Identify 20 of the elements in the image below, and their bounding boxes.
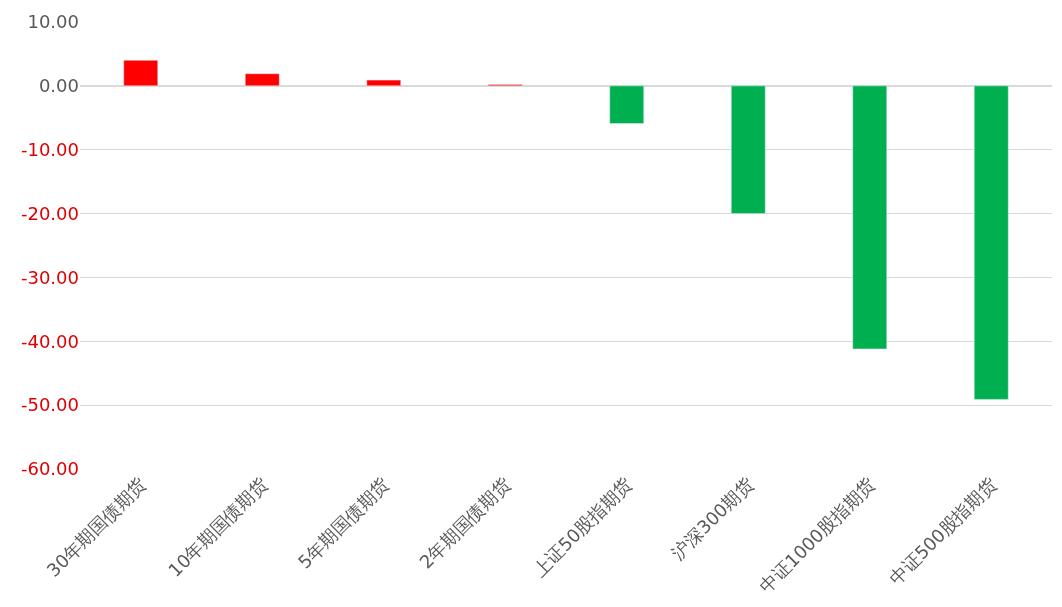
y-tick-label: -30.00 [20,266,79,288]
bar [973,85,1009,400]
x-tick-label: 沪深300期货 [667,473,758,564]
y-tick-label: -40.00 [20,330,79,352]
bar [852,85,888,350]
y-tick-label: 10.00 [27,11,79,33]
bar [123,60,159,87]
bar [609,85,645,124]
bar [730,85,766,214]
bar [366,79,402,87]
y-tick-label: -60.00 [20,458,79,480]
x-tick-label: 2年期国债期货 [415,473,515,573]
x-tick-label: 上证50股指期货 [528,473,636,581]
x-tick-label: 5年期国债期货 [293,473,393,573]
y-tick-label: -50.00 [20,394,79,416]
y-tick-label: -20.00 [20,202,79,224]
y-tick-label: 0.00 [38,75,79,97]
y-tick-label: -10.00 [20,139,79,161]
x-tick-label: 10年期国债期货 [164,473,272,581]
bar [244,73,280,87]
